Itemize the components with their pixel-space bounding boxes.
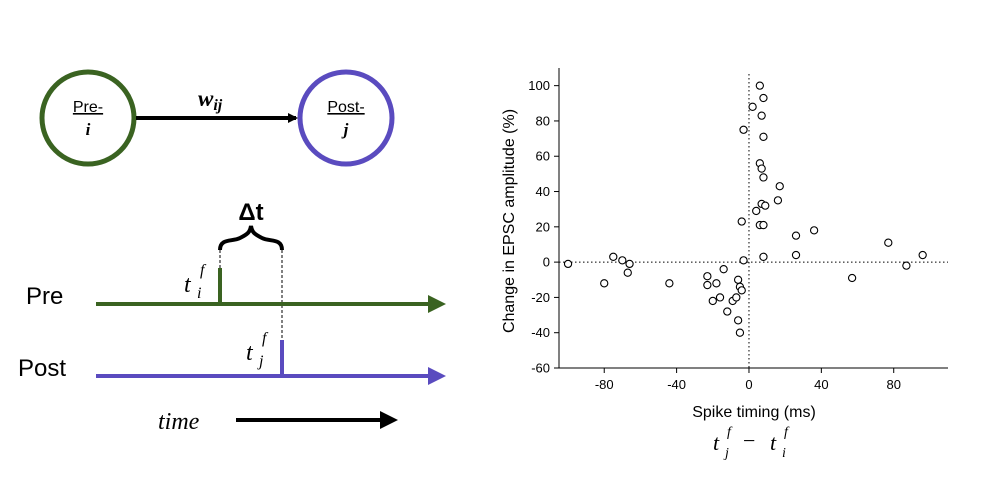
x-tick-label: 40 <box>814 377 828 392</box>
data-point <box>723 307 732 316</box>
delta-t-label: Δt <box>238 199 263 226</box>
post-train-label: Post <box>18 355 66 382</box>
formula-b-sup: f <box>784 425 790 440</box>
x-tick-label: 80 <box>886 377 900 392</box>
data-point <box>735 328 745 337</box>
pre-neuron-index: i <box>86 120 91 139</box>
formula-a-sup: f <box>727 425 733 440</box>
data-point <box>737 217 746 226</box>
scatter-chart: -80 -40 0 40 80 -60 -40 -20 0 20 40 60 80 100 Spike … <box>501 68 948 461</box>
data-point <box>759 220 768 230</box>
weight-label: wij <box>198 86 223 114</box>
post-neuron-index: j <box>341 120 349 139</box>
data-point <box>733 316 743 325</box>
data-point <box>775 182 784 191</box>
weight-symbol: w <box>198 86 214 111</box>
data-point <box>609 252 618 261</box>
neuron-diagram: Pre- i Post- j wij Δt Pre t f i Post t f <box>18 69 446 435</box>
y-axis-label: Change in EPSC amplitude (%) <box>501 109 518 333</box>
data-point <box>752 206 761 216</box>
data-point <box>618 256 627 265</box>
data-point <box>773 196 783 205</box>
data-point <box>847 273 857 283</box>
y-tick-label: -20 <box>531 290 550 305</box>
formula-a: t <box>713 430 720 455</box>
pre-spike-sub: i <box>197 285 201 302</box>
pre-spike-label: t <box>184 272 192 298</box>
formula-a-sub: j <box>723 446 729 461</box>
data-point <box>733 275 743 284</box>
post-train-arrowhead <box>428 367 446 385</box>
post-spike-base: t <box>246 340 254 366</box>
post-neuron <box>297 69 395 167</box>
data-point <box>703 272 712 281</box>
data-point <box>703 280 712 290</box>
data-point <box>563 259 573 269</box>
y-tick-label: 80 <box>536 113 550 128</box>
data-point <box>791 250 801 260</box>
data-point <box>759 252 768 261</box>
pre-train-arrowhead <box>428 295 446 313</box>
pre-spike-sup: f <box>200 262 207 279</box>
y-tick-label: -40 <box>531 325 550 340</box>
time-label: time <box>158 409 200 435</box>
data-point <box>625 259 634 269</box>
x-tick-label: 0 <box>745 377 752 392</box>
post-neuron-label: Post- <box>327 99 364 116</box>
y-tick-label: 20 <box>536 219 550 234</box>
data-point <box>918 250 927 260</box>
data-point <box>623 268 632 277</box>
data-point <box>761 201 770 210</box>
post-spike-sub: j <box>257 353 264 370</box>
data-point <box>737 286 746 295</box>
post-spike-sup: f <box>262 330 269 347</box>
weight-subscript: ij <box>213 97 222 114</box>
x-tick-label: -40 <box>667 377 686 392</box>
data-point <box>715 293 725 302</box>
data-point <box>600 279 609 288</box>
data-point <box>791 231 801 240</box>
data-point <box>712 279 721 288</box>
formula-operator: − <box>743 428 755 453</box>
post-spike-label: t <box>246 340 254 366</box>
pre-neuron-label: Pre- <box>73 99 103 116</box>
pre-neuron <box>39 69 137 167</box>
y-ticks: -60 -40 -20 0 20 40 60 80 100 <box>528 78 559 376</box>
data-point <box>708 296 717 306</box>
y-tick-label: 100 <box>528 78 550 93</box>
formula-b: t <box>770 430 777 455</box>
data-point <box>719 265 728 274</box>
y-tick-label: 60 <box>536 149 550 164</box>
y-tick-label: -60 <box>531 361 550 376</box>
x-tick-label: -80 <box>595 377 614 392</box>
data-point <box>748 102 757 111</box>
data-point <box>732 293 741 302</box>
data-point <box>739 125 748 134</box>
x-axis-label: Spike timing (ms) <box>692 404 816 421</box>
data-point <box>757 164 766 173</box>
data-point <box>902 261 911 270</box>
pre-train-label: Pre <box>26 283 63 310</box>
time-arrowhead <box>380 411 398 429</box>
x-ticks: -80 -40 0 40 80 <box>595 368 901 392</box>
data-point <box>757 111 766 120</box>
data-point <box>759 132 768 141</box>
data-point <box>884 238 893 247</box>
data-points <box>563 81 927 337</box>
formula-b-sub: i <box>782 446 786 461</box>
x-axis-formula: t f j − t f i <box>713 425 790 461</box>
data-point <box>665 279 674 288</box>
data-point <box>739 256 748 265</box>
data-point <box>759 93 768 103</box>
y-tick-label: 40 <box>536 184 550 199</box>
y-tick-label: 0 <box>543 255 550 270</box>
data-point <box>809 226 819 235</box>
pre-spike-base: t <box>184 272 192 298</box>
data-point <box>759 173 768 182</box>
plot-frame <box>559 68 948 368</box>
delta-t-brace <box>218 225 284 251</box>
data-point <box>755 81 764 90</box>
